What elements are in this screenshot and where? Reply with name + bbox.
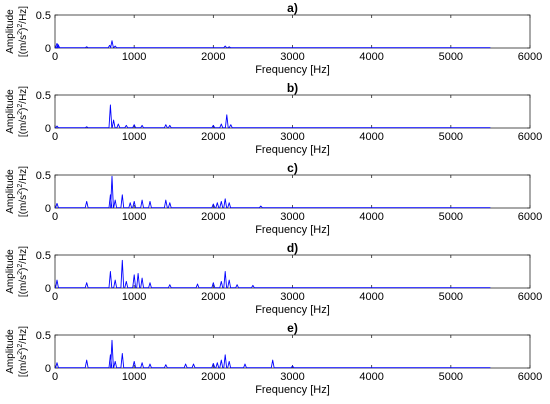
x-tick-label: 2000 xyxy=(201,211,225,223)
subplot-title: a) xyxy=(287,1,298,15)
x-tick-label: 4000 xyxy=(359,211,383,223)
x-axis-label: Frequency [Hz] xyxy=(255,304,330,316)
x-tick-label: 3000 xyxy=(280,371,304,383)
subplot-title: d) xyxy=(287,241,298,255)
x-tick-label: 0 xyxy=(52,291,58,303)
x-tick-label: 2000 xyxy=(201,291,225,303)
x-tick-label: 4000 xyxy=(359,371,383,383)
y-axis-label-line2: [(m/s2)2/Hz] xyxy=(17,166,29,217)
x-tick-label: 0 xyxy=(52,211,58,223)
y-tick-label: 0.5 xyxy=(36,330,51,342)
x-tick-label: 1000 xyxy=(122,291,146,303)
x-tick-label: 0 xyxy=(52,51,58,63)
y-axis-label-line1: Amplitude xyxy=(5,249,16,294)
x-tick-label: 4000 xyxy=(359,291,383,303)
subplot-c: c) 0 1000 2000 3000 4000 5000 6000 0 0.5 Frequency… xyxy=(5,161,542,236)
y-tick-label: 0.5 xyxy=(36,170,51,182)
spectrum-line xyxy=(55,339,491,369)
y-axis-label-line1: Amplitude xyxy=(5,89,16,134)
x-tick-label: 2000 xyxy=(201,51,225,63)
y-tick-label: 0 xyxy=(45,123,51,135)
x-axis-label: Frequency [Hz] xyxy=(255,64,330,76)
x-tick-label: 6000 xyxy=(518,371,542,383)
x-tick-label: 5000 xyxy=(439,211,463,223)
x-tick-label: 0 xyxy=(52,371,58,383)
x-tick-label: 6000 xyxy=(518,131,542,143)
x-tick-label: 5000 xyxy=(439,371,463,383)
x-tick-label: 3000 xyxy=(280,291,304,303)
spectrum-line xyxy=(55,104,491,129)
x-tick-label: 6000 xyxy=(518,291,542,303)
y-tick-label: 0 xyxy=(45,363,51,375)
x-axis-label: Frequency [Hz] xyxy=(255,144,330,156)
y-tick-label: 0 xyxy=(45,43,51,55)
axes-box xyxy=(54,14,531,49)
x-tick-label: 5000 xyxy=(439,131,463,143)
x-tick-label: 1000 xyxy=(122,51,146,63)
x-tick-label: 3000 xyxy=(280,51,304,63)
x-tick-label: 2000 xyxy=(201,131,225,143)
y-tick-label: 0.5 xyxy=(36,250,51,262)
x-axis-label: Frequency [Hz] xyxy=(255,224,330,236)
y-axis-label-line2: [(m/s2)2/Hz] xyxy=(17,326,29,377)
axes-box xyxy=(54,174,531,209)
x-tick-label: 4000 xyxy=(359,131,383,143)
subplot-a: a) 0 1000 2000 3000 4000 5000 6000 0 0.5 Frequency… xyxy=(5,1,542,76)
x-tick-label: 6000 xyxy=(518,51,542,63)
subplot-title: e) xyxy=(287,321,298,335)
x-axis-label: Frequency [Hz] xyxy=(255,384,330,396)
x-tick-label: 3000 xyxy=(280,211,304,223)
axes-box xyxy=(54,94,531,129)
axes-box xyxy=(54,334,531,369)
subplot-b: b) 0 1000 2000 3000 4000 5000 6000 0 0.5 Frequency… xyxy=(5,81,542,156)
x-tick-label: 1000 xyxy=(122,131,146,143)
spectrum-line xyxy=(55,40,491,49)
x-tick-label: 3000 xyxy=(280,131,304,143)
subplot-e: e) 0 1000 2000 3000 4000 5000 6000 0 0.5 Frequency… xyxy=(5,321,542,396)
y-axis-label-line1: Amplitude xyxy=(5,9,16,54)
x-tick-label: 5000 xyxy=(439,51,463,63)
subplot-title: b) xyxy=(287,81,298,95)
subplot-title: c) xyxy=(287,161,298,175)
subplot-d: d) 0 1000 2000 3000 4000 5000 6000 0 0.5 Frequency… xyxy=(5,241,542,316)
x-tick-label: 1000 xyxy=(122,211,146,223)
x-tick-label: 1000 xyxy=(122,371,146,383)
x-tick-label: 0 xyxy=(52,131,58,143)
y-axis-label-line2: [(m/s2)2/Hz] xyxy=(17,246,29,297)
spectrum-line xyxy=(55,175,491,209)
y-tick-label: 0.5 xyxy=(36,10,51,22)
y-tick-label: 0.5 xyxy=(36,90,51,102)
x-tick-label: 2000 xyxy=(201,371,225,383)
y-axis-label-line1: Amplitude xyxy=(5,169,16,214)
x-tick-label: 5000 xyxy=(439,291,463,303)
x-tick-label: 4000 xyxy=(359,51,383,63)
y-tick-label: 0 xyxy=(45,283,51,295)
y-tick-label: 0 xyxy=(45,203,51,215)
y-axis-label-line2: [(m/s2)2/Hz] xyxy=(17,86,29,137)
y-axis-label-line1: Amplitude xyxy=(5,329,16,374)
spectrum-line xyxy=(55,259,491,289)
x-tick-label: 6000 xyxy=(518,211,542,223)
y-axis-label-line2: [(m/s2)2/Hz] xyxy=(17,6,29,57)
